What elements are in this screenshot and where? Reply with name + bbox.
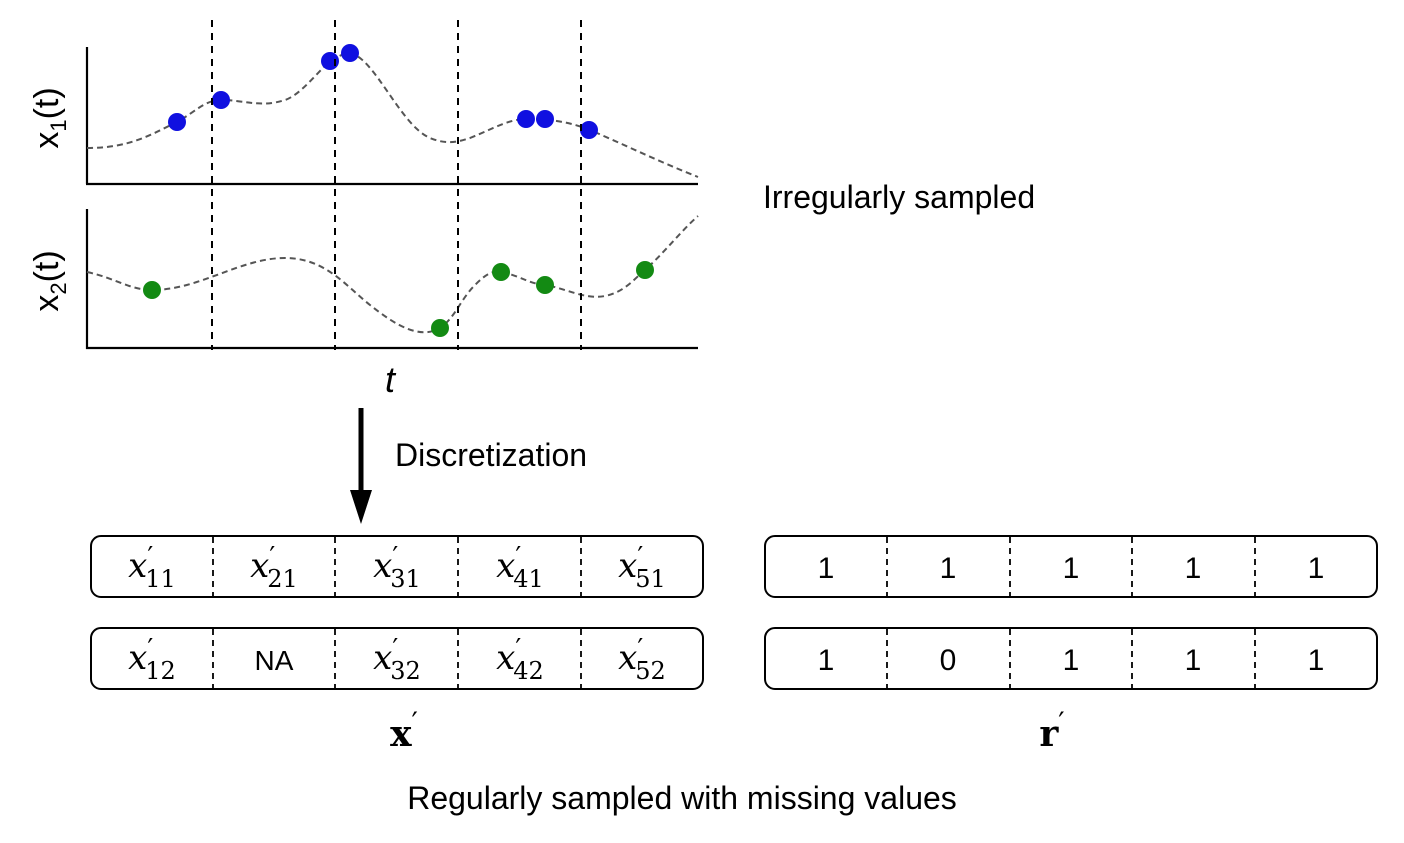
- x2-points: [143, 261, 654, 337]
- matrix-x-cell: x′ 42: [496, 634, 544, 685]
- matrix-x: x′ 11 x′ 21 x′ 31 x′ 41 x′ 51 x′ 12 NA x′ 32 x′…: [90, 535, 704, 755]
- x1-point: [321, 52, 339, 70]
- x1-axis-label: x1(t): [28, 87, 71, 148]
- x1-point: [536, 110, 554, 128]
- x1-point: [168, 113, 186, 131]
- x2-axis-label: x2(t): [28, 250, 71, 311]
- matrix-r-dividers: [886, 537, 1256, 688]
- x2-point: [492, 263, 510, 281]
- x1-point: [212, 91, 230, 109]
- matrix-r-cell: 1: [1185, 552, 1202, 585]
- matrix-x-cell: x′ 41: [496, 542, 544, 593]
- arrow-head-icon: [350, 490, 372, 524]
- x1-point: [341, 44, 359, 62]
- matrix-r-cell: 1: [940, 552, 957, 585]
- x1-point: [517, 110, 535, 128]
- regular-label: Regularly sampled with missing values: [407, 780, 957, 816]
- matrix-r: 1 1 1 1 1 1 0 1 1 1 r′: [764, 535, 1378, 755]
- matrix-r-cell: 1: [1063, 644, 1080, 677]
- matrix-x-cell: x′ 11: [128, 542, 176, 593]
- x1-points: [168, 44, 598, 139]
- matrix-x-label: x′: [390, 706, 418, 755]
- matrix-x-cell: x′ 31: [373, 542, 421, 593]
- matrix-x-cell: x′ 21: [250, 542, 298, 593]
- irregular-label: Irregularly sampled: [763, 179, 1035, 215]
- x2-point: [143, 281, 161, 299]
- x2-curve: [86, 215, 699, 334]
- matrix-r-cell: 1: [1308, 644, 1325, 677]
- matrix-r-label: r′: [1039, 706, 1064, 755]
- discretization-arrow: [350, 408, 372, 524]
- matrix-x-cell: x′ 51: [618, 542, 666, 593]
- matrix-r-cell: 0: [940, 644, 957, 677]
- matrix-r-cell: 1: [818, 552, 835, 585]
- matrix-x-cell: x′ 12: [128, 634, 176, 685]
- matrix-x-row-2: [90, 627, 704, 690]
- matrix-x-cell: x′ 32: [373, 634, 421, 685]
- bin-dividers: [211, 20, 582, 350]
- matrix-r-cell: 1: [818, 644, 835, 677]
- matrix-r-cell: 1: [1308, 552, 1325, 585]
- matrix-r-cell: 1: [1063, 552, 1080, 585]
- x2-point: [431, 319, 449, 337]
- matrix-x-cell: x′ 52: [618, 634, 666, 685]
- x2-point: [536, 276, 554, 294]
- x2-point: [636, 261, 654, 279]
- x1-curve: [86, 51, 699, 178]
- matrix-r-row-2: [764, 627, 1378, 690]
- x1-point: [580, 121, 598, 139]
- matrix-x-dividers: [212, 537, 582, 688]
- discretization-label: Discretization: [395, 437, 587, 473]
- matrix-x-row-1: [90, 535, 704, 598]
- matrix-x-cell-missing: NA: [255, 645, 294, 676]
- plot-x2: x2(t): [28, 209, 699, 350]
- plot-x1: x1(t): [28, 44, 699, 186]
- matrix-r-row-1: [764, 535, 1378, 598]
- t-axis-label: t: [385, 359, 397, 400]
- matrix-r-cell: 1: [1185, 644, 1202, 677]
